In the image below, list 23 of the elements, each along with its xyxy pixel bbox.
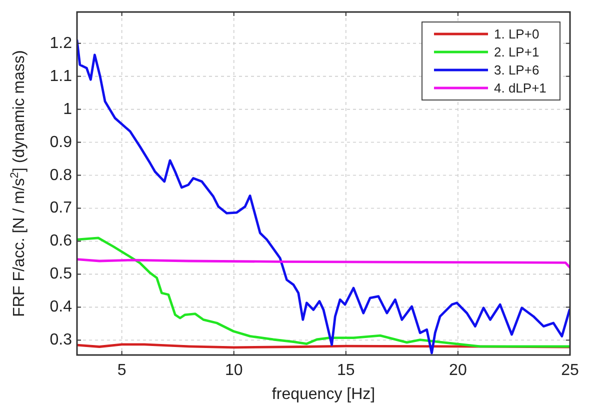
x-tick-label: 25 bbox=[561, 362, 579, 379]
x-tick-label: 15 bbox=[337, 362, 355, 379]
line-series bbox=[77, 39, 570, 354]
legend-label: 1. LP+0 bbox=[494, 26, 540, 42]
y-tick-label: 0.7 bbox=[50, 200, 72, 217]
legend-label: 3. LP+6 bbox=[494, 62, 540, 78]
line-series bbox=[77, 258, 570, 269]
y-tick-label: 0.4 bbox=[50, 298, 72, 316]
x-axis-title: frequency [Hz] bbox=[272, 386, 376, 403]
y-tick-label: 0.8 bbox=[50, 166, 72, 184]
y-tick-label: 1.1 bbox=[50, 68, 72, 85]
y-tick-label: 0.9 bbox=[50, 134, 72, 151]
x-tick-label: 5 bbox=[117, 362, 126, 379]
y-tick-label: 1 bbox=[63, 100, 72, 118]
y-tick-label: 1.2 bbox=[50, 34, 72, 52]
y-tick-label: 0.6 bbox=[50, 232, 72, 250]
x-tick-label: 10 bbox=[224, 362, 243, 379]
line-series bbox=[77, 236, 570, 348]
y-tick-label: 0.5 bbox=[50, 266, 72, 283]
legend-label: 4. dLP+1 bbox=[494, 80, 546, 96]
x-tick-label: 20 bbox=[449, 362, 467, 379]
y-tick-label: 0.3 bbox=[50, 332, 72, 349]
legend-label: 2. LP+1 bbox=[494, 44, 540, 60]
